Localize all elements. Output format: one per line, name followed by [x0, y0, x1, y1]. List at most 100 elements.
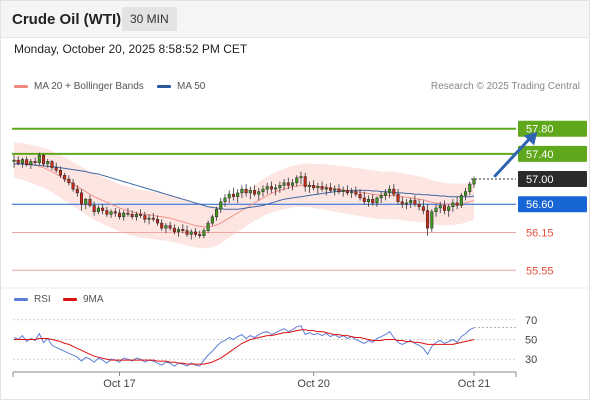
- level-label-57.00: 57.00: [526, 174, 554, 186]
- candle-body: [177, 229, 181, 233]
- rsi-tick-30: 30: [525, 354, 537, 366]
- candle-body: [253, 190, 257, 195]
- candle-body: [464, 191, 468, 196]
- candle-body: [223, 197, 227, 202]
- candle-body: [324, 187, 328, 190]
- candle-body: [358, 193, 362, 199]
- instrument-title: Crude Oil (WTI): [12, 11, 122, 28]
- legend-9ma: 9MA: [63, 294, 104, 305]
- candle-body: [172, 227, 176, 233]
- candle-body: [299, 176, 303, 179]
- candle-body: [329, 187, 333, 191]
- timeframe-button[interactable]: 30 MIN: [122, 7, 177, 31]
- candle-body: [12, 159, 16, 162]
- legend-ma20: MA 20 + Bollinger Bands: [14, 81, 144, 92]
- candle-body: [202, 230, 206, 236]
- candle-body: [362, 197, 366, 202]
- candle-body: [130, 214, 134, 218]
- rsi-series-rsi: [13, 325, 475, 367]
- candle-body: [451, 202, 455, 207]
- candle-body: [168, 225, 172, 229]
- timestamp: Monday, October 20, 2025 8:58:52 PM CET: [14, 42, 248, 56]
- candle-body: [240, 188, 244, 194]
- bollinger-band: [14, 142, 474, 249]
- candle-body: [438, 205, 442, 209]
- candle-body: [413, 200, 417, 205]
- candle-body: [417, 203, 421, 207]
- series-ma-50: [14, 163, 475, 210]
- candle-body: [434, 207, 438, 213]
- projection-arrow-shaft: [493, 135, 533, 178]
- rsi-tick-70: 70: [525, 315, 537, 327]
- candle-body: [265, 186, 269, 190]
- candle-body: [303, 176, 307, 187]
- candle-body: [278, 185, 282, 189]
- candle-body: [75, 188, 79, 194]
- level-box-57.40: [518, 145, 587, 162]
- candle-body: [337, 188, 341, 192]
- candle-body: [269, 186, 273, 190]
- candle-body: [67, 178, 71, 184]
- 9ma-swatch: [63, 297, 77, 301]
- candle-body: [219, 201, 223, 210]
- candle-body: [80, 192, 84, 205]
- candle-body: [63, 175, 67, 180]
- candle-body: [50, 161, 54, 168]
- level-label-57.80: 57.80: [526, 124, 554, 136]
- candle-body: [227, 193, 231, 199]
- candle-body: [117, 212, 122, 218]
- candle-body: [236, 192, 240, 197]
- x-tick-label: Oct 20: [297, 378, 329, 390]
- level-label-56.60: 56.60: [526, 199, 554, 211]
- credit-text: Research © 2025 Trading Central: [430, 81, 580, 92]
- level-label-55.55: 55.55: [526, 265, 554, 277]
- candle-body: [366, 198, 371, 202]
- candle-body: [295, 177, 299, 184]
- level-label-56.15: 56.15: [526, 228, 554, 240]
- candle-body: [404, 202, 408, 205]
- candle-body: [316, 186, 320, 189]
- legend-rsi-label: RSI: [34, 294, 51, 305]
- candle-body: [16, 159, 20, 164]
- ma50-swatch: [157, 84, 171, 88]
- candle-body: [206, 222, 210, 231]
- candle-body: [320, 186, 324, 190]
- candle-body: [430, 211, 434, 229]
- legend-9ma-label: 9MA: [83, 294, 104, 305]
- legend-ma50-label: MA 50: [177, 81, 206, 92]
- candle-body: [248, 190, 252, 194]
- level-box-56.60: [518, 196, 587, 213]
- candle-body: [105, 210, 109, 215]
- candle-body: [126, 212, 130, 215]
- candle-body: [185, 230, 189, 235]
- candle-body: [459, 195, 463, 206]
- candle-body: [291, 182, 295, 186]
- candle-body: [155, 219, 160, 224]
- candle-body: [84, 198, 88, 205]
- candle-body: [261, 188, 265, 192]
- candle-body: [379, 195, 383, 199]
- candle-body: [37, 154, 41, 163]
- candle-body: [29, 161, 33, 165]
- candle-body: [274, 187, 278, 190]
- candle-body: [375, 197, 379, 204]
- candle-body: [350, 191, 354, 194]
- projection-arrow-head: [523, 131, 538, 146]
- candle-body: [113, 211, 117, 214]
- rsi-series-9ma: [14, 329, 475, 365]
- candle-body: [193, 231, 197, 235]
- candle-body: [101, 207, 105, 211]
- candle-body: [25, 159, 29, 165]
- candle-body: [421, 206, 425, 211]
- candle-body: [151, 217, 155, 220]
- candle-body: [134, 214, 138, 218]
- candle-body: [333, 188, 337, 191]
- candle-body: [42, 154, 46, 165]
- candle-body: [20, 159, 24, 164]
- candle-body: [388, 188, 392, 194]
- candle-body: [400, 201, 404, 205]
- candle-body: [46, 161, 50, 165]
- candle-body: [371, 198, 375, 204]
